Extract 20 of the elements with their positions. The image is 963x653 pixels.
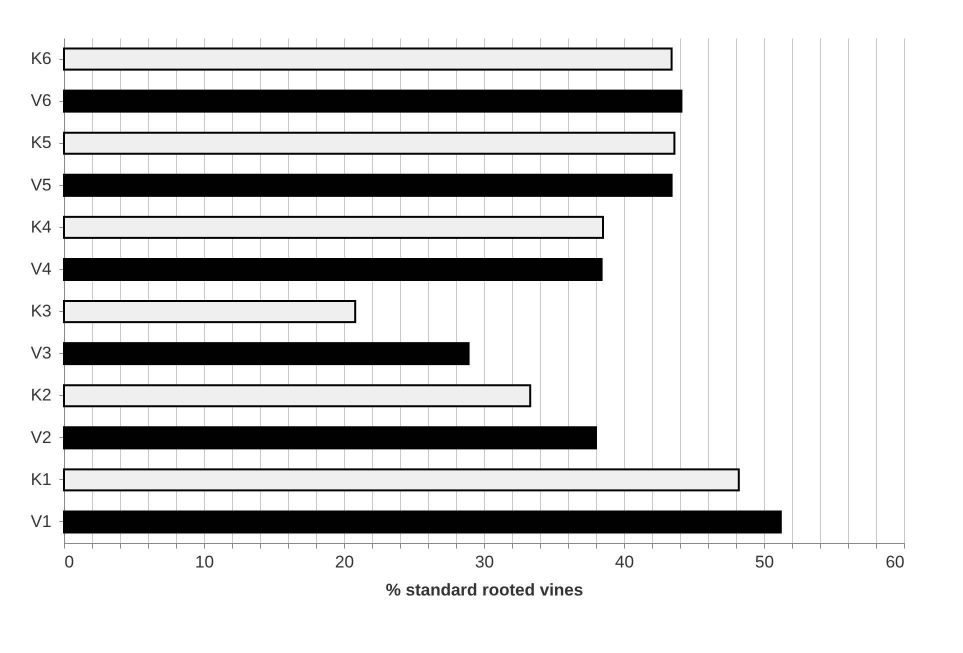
y-tick-label: V3 [30, 344, 52, 363]
y-tick-label: K5 [30, 133, 52, 152]
y-tick-label: K1 [30, 470, 52, 489]
y-tick-label: K3 [30, 302, 52, 321]
y-tick-label: V2 [30, 428, 52, 447]
x-tick-label: 10 [195, 552, 214, 572]
x-tick-label: 20 [335, 552, 354, 572]
y-tick-label: V4 [30, 259, 52, 278]
y-tick-label: V1 [30, 512, 52, 531]
x-tick-label: 0 [64, 552, 74, 572]
x-tick-label: 40 [615, 552, 634, 572]
y-tick-label: V5 [30, 175, 52, 194]
y-tick-label: K4 [30, 217, 52, 236]
x-tick-label: 30 [475, 552, 494, 572]
y-tick-label: V6 [30, 91, 52, 110]
y-tick-label: K2 [30, 386, 52, 405]
x-tick-label: 50 [755, 552, 774, 572]
y-tick-label: K6 [30, 49, 52, 68]
x-tick-label: 60 [886, 552, 904, 572]
x-axis-title: % standard rooted vines [386, 580, 584, 600]
